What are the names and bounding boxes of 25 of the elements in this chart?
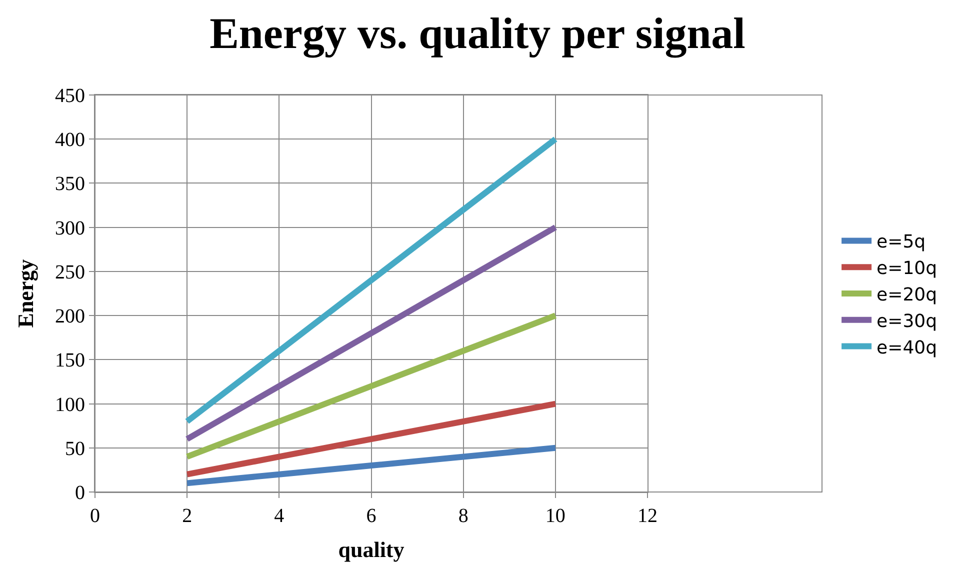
y-tick-label: 450: [55, 85, 85, 107]
legend-label: e=5q: [876, 232, 926, 253]
y-axis-title: Energy: [12, 259, 38, 328]
x-tick-label: 12: [638, 505, 658, 527]
y-tick-label: 200: [55, 306, 85, 328]
legend-label: e=10q: [876, 258, 938, 280]
x-tick-label: 0: [90, 505, 100, 527]
legend-label: e=20q: [876, 284, 938, 306]
y-tick-label: 150: [55, 350, 85, 372]
y-tick-label: 250: [55, 261, 85, 284]
chart-title: Energy vs. quality per signal: [210, 9, 746, 58]
legend-label: e=30q: [876, 310, 938, 332]
x-tick-label: 2: [182, 505, 192, 527]
y-tick-label: 350: [55, 173, 85, 196]
y-tick-label: 50: [65, 438, 85, 460]
y-tick-label: 0: [75, 482, 85, 504]
legend-label: e=40q: [876, 337, 938, 358]
x-tick-label: 6: [366, 505, 376, 527]
x-axis-title: quality: [338, 536, 404, 562]
x-tick-label: 10: [545, 505, 566, 527]
y-tick-label: 400: [55, 129, 85, 152]
x-tick-label: 8: [458, 505, 468, 527]
x-tick-label: 4: [274, 505, 284, 527]
y-tick-label: 300: [55, 217, 85, 240]
y-tick-label: 100: [55, 394, 85, 416]
